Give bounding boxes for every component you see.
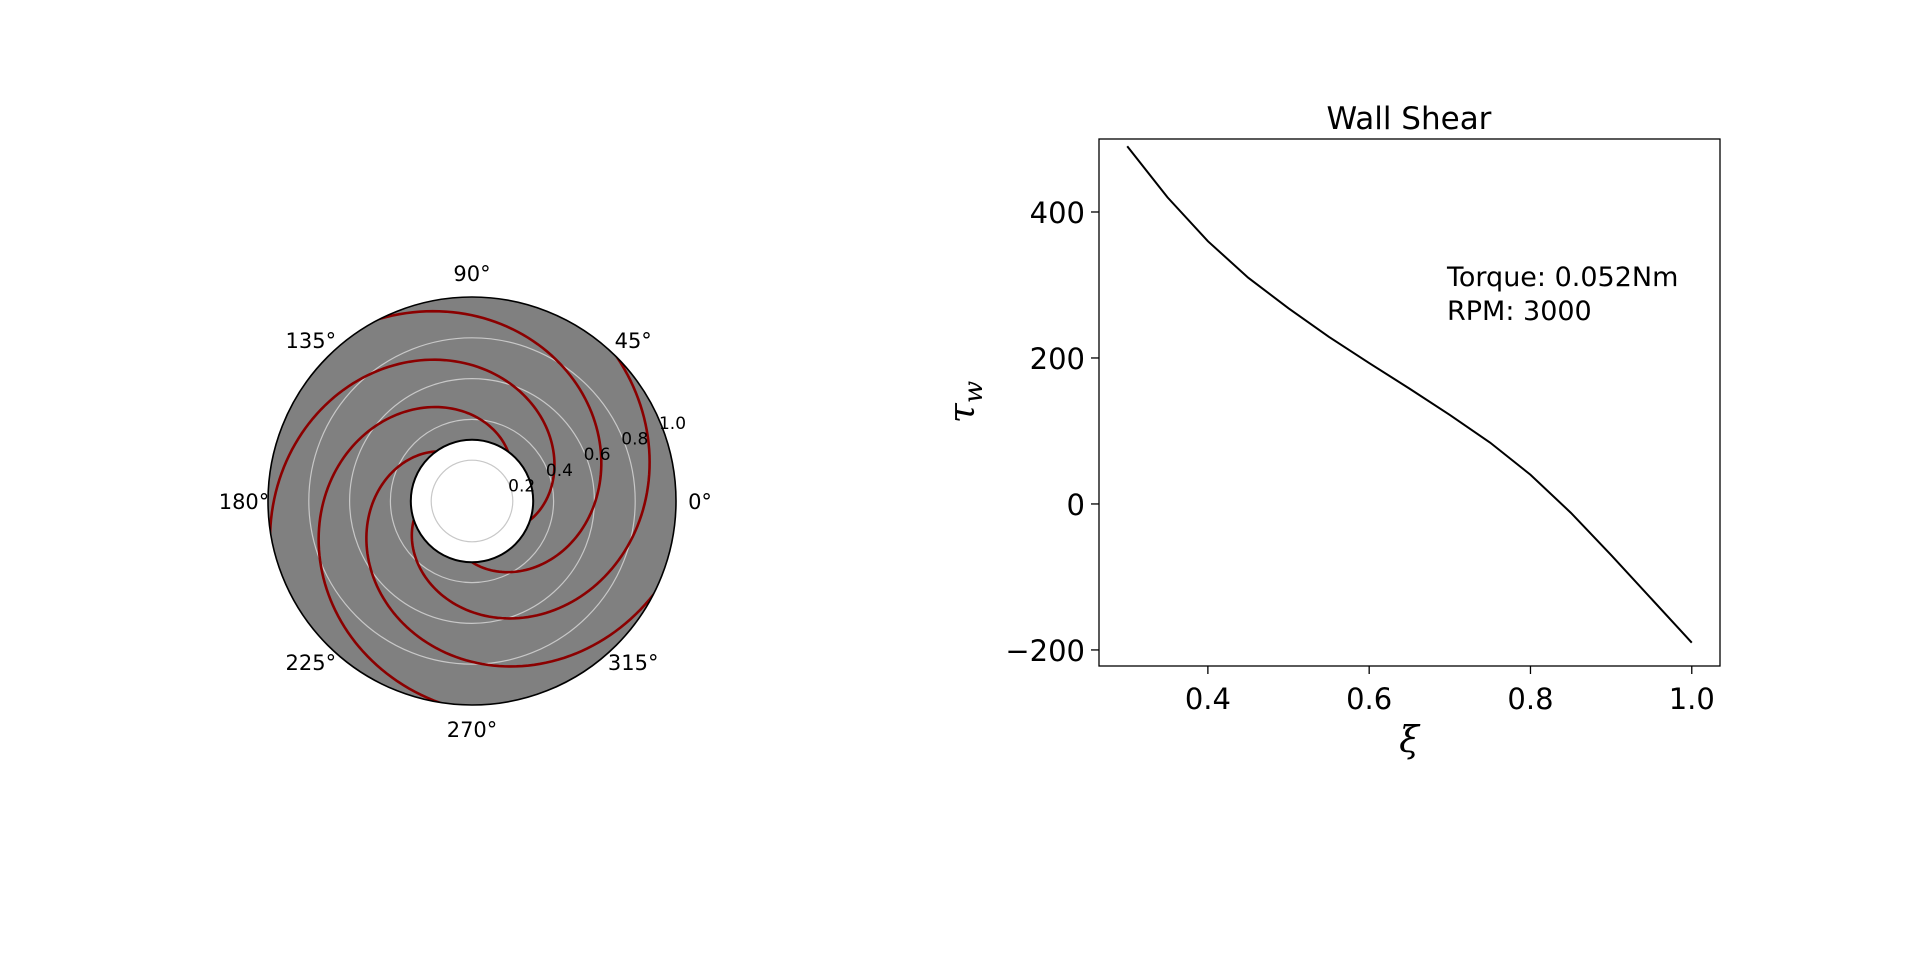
series-line [1126,145,1693,644]
y-axis-label: τw [942,381,989,423]
x-tick-label-2: 0.8 [1507,682,1553,716]
polar-spirals [268,297,676,705]
plot-frame [1098,138,1721,667]
polar-grid-circle-3 [308,337,636,665]
axis-ticks: 0.4 0.6 0.8 1.0 −200 0 200 400 [1005,196,1714,716]
polar-inner-hole [409,438,535,564]
polar-chart: 0°45°90°135°180°225°270°315° 0.20.40.60.… [219,262,712,742]
spiral-5 [410,297,651,620]
angle-tick-7: 315° [608,651,659,675]
angle-tick-0: 0° [688,490,712,514]
angle-tick-2: 90° [453,262,490,286]
radial-tick-3: 0.8 [621,430,648,450]
angle-tick-6: 270° [447,718,498,742]
y-axis-label-symbol: τ [942,402,983,423]
radial-tick-0: 0.2 [508,476,535,496]
polar-inner-grid-circle [430,459,514,543]
x-axis-label: ξ [1399,720,1421,761]
y-tick-label-2: 200 [1030,342,1085,376]
polar-grid [308,337,636,665]
radial-tick-2: 0.6 [584,445,611,465]
spiral-3 [317,405,526,705]
annotation-torque: Torque: 0.052Nm [1446,262,1678,293]
angle-tick-5: 225° [286,651,337,675]
spiral-1 [302,309,603,574]
y-tick-label-3: 400 [1030,196,1085,230]
y-tick-label-1: 0 [1067,488,1085,522]
y-axis-label-subscript: w [959,381,989,403]
angle-tick-3: 135° [286,329,337,353]
radial-tick-4: 1.0 [659,414,686,434]
polar-radial-tick-labels: 0.2 0.4 0.6 0.8 1.0 [508,414,686,497]
annotation-rpm: RPM: 3000 [1447,296,1592,327]
spiral-2 [268,358,556,619]
polar-angle-tick-labels: 0° 45° 90° 135° 180° 225° 270° 315° [219,262,712,742]
spiral-4 [365,450,676,668]
angle-tick-1: 45° [615,329,652,353]
y-tick-label-0: −200 [1005,634,1085,668]
chart-title: Wall Shear [1327,101,1492,137]
x-tick-label-0: 0.4 [1185,682,1231,716]
x-tick-label-3: 1.0 [1669,682,1715,716]
polar-outer-border [267,296,677,706]
radial-tick-1: 0.4 [546,461,573,481]
angle-tick-4: 180° [219,490,270,514]
polar-grid-circle-1 [389,418,555,584]
x-tick-label-1: 0.6 [1346,682,1392,716]
